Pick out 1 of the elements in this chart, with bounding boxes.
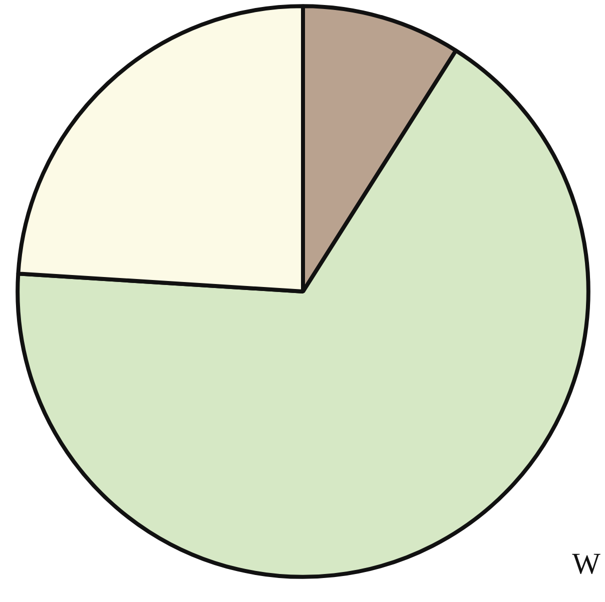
text: W: [572, 548, 602, 580]
